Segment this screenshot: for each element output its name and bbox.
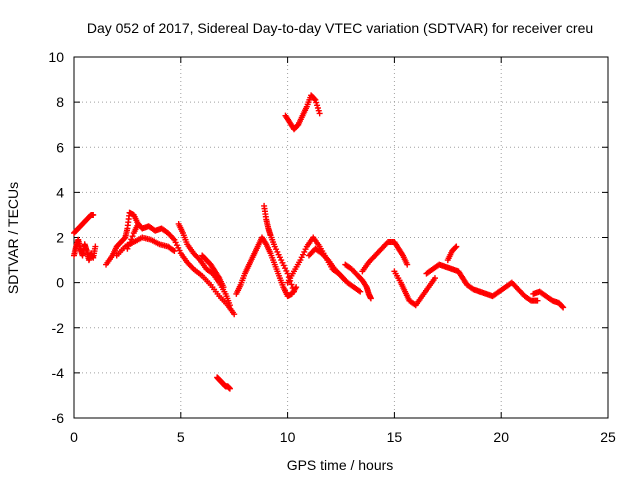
series-segment-10 [261,202,298,295]
series-segment-18 [444,243,460,264]
series-segment-2 [71,211,97,236]
data-point [171,236,178,243]
data-point [271,243,278,250]
x-axis-label: GPS time / hours [287,457,394,473]
data-point-fill [299,251,306,258]
series-segment-19 [476,279,541,304]
data-point-fill [302,246,309,253]
data-point-fill [452,244,459,251]
x-tick-label: 0 [70,429,78,445]
x-tick-label: 15 [387,429,403,445]
data-point-fill [279,259,286,266]
series-segment-9 [233,234,300,300]
data-point-fill [355,287,362,294]
data-point [312,96,319,103]
data-point-fill [289,285,296,292]
series-segment-20 [530,288,567,311]
data-point-fill [126,239,133,246]
data-point-fill [314,104,321,111]
data-point [357,288,364,295]
data-series [71,92,567,392]
series-segment-14 [342,261,374,302]
data-point-fill [283,267,290,274]
data-point [226,302,233,309]
data-point-fill [172,239,179,246]
y-tick-label: -2 [52,320,65,336]
data-point-fill [121,235,128,242]
data-point-fill [311,95,318,102]
data-point-fill [313,99,320,106]
series-segment-8 [214,374,233,392]
y-tick-label: 4 [56,184,64,200]
y-tick-label: 0 [56,275,64,291]
data-point [220,284,227,291]
x-tick-label: 25 [600,429,616,445]
data-point [278,257,285,264]
y-tick-label: 8 [56,94,64,110]
data-point-fill [275,251,282,258]
series-segment-12 [284,234,349,286]
y-tick-label: 6 [56,139,64,155]
data-point-fill [170,247,177,254]
data-point [316,110,323,117]
data-point-fill [175,244,182,251]
data-point-fill [274,248,281,255]
x-tick-label: 10 [280,429,296,445]
y-tick-label: -6 [52,410,65,426]
data-point-fill [298,254,305,261]
data-point [293,284,300,291]
chart-title: Day 052 of 2017, Sidereal Day-to-day VTE… [87,20,593,36]
series-segment-4 [113,234,178,259]
y-tick-labels: -6 -4 -2 0 2 4 6 8 10 [48,49,64,426]
x-tick-labels: 0 5 10 15 20 25 [70,429,616,445]
data-point [171,248,178,255]
data-point-fill [301,248,308,255]
data-point-fill [280,262,287,269]
data-point [534,297,541,304]
data-point-fill [288,281,295,288]
series-segment-13 [305,245,364,295]
series-segment-11 [282,92,323,133]
data-point [291,288,298,295]
series-segment-1 [71,236,99,264]
axis-ticks [73,56,609,419]
x-tick-label: 5 [177,429,185,445]
data-point [297,257,304,264]
y-tick-label: 2 [56,230,64,246]
y-axis-label: SDTVAR / TECUs [5,182,21,294]
series-segment-16 [391,268,438,309]
data-point-fill [315,107,322,114]
data-point-fill [282,265,289,272]
series-segment-7 [199,252,227,291]
y-tick-label: 10 [48,49,64,65]
data-point [367,295,374,302]
data-point [284,270,291,277]
series-segment-5 [124,220,238,318]
data-point [560,304,567,311]
data-point-fill [273,246,280,253]
data-point [92,243,99,250]
data-point [226,385,233,392]
data-point-fill [129,233,136,240]
data-point-fill [128,236,135,243]
data-point [90,211,97,218]
data-point-fill [176,247,183,254]
series-segment-15 [359,239,411,275]
data-point-fill [276,254,283,261]
data-point [404,261,411,268]
series-segment-6 [175,220,233,309]
data-point [231,311,238,318]
data-point [431,275,438,282]
data-point-fill [173,242,180,249]
data-point-fill [314,102,321,109]
data-point-fill [125,242,132,249]
data-point [453,243,460,250]
y-tick-label: -4 [52,365,65,381]
grid-lines [74,57,608,418]
data-point-fill [559,303,566,310]
x-tick-label: 20 [493,429,509,445]
data-point [124,245,131,252]
